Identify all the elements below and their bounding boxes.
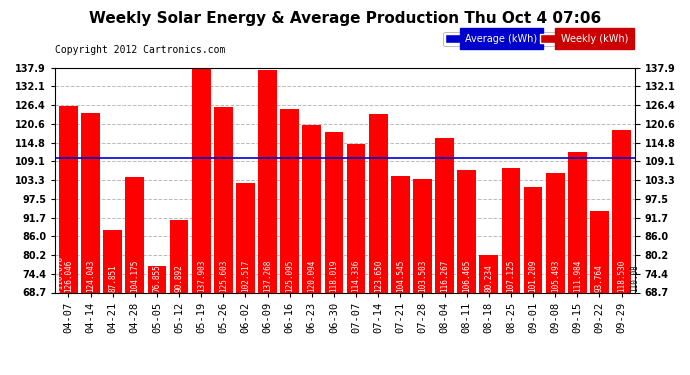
Bar bbox=[368, 114, 388, 292]
Text: Weekly Solar Energy & Average Production Thu Oct 4 07:06: Weekly Solar Energy & Average Production… bbox=[89, 11, 601, 26]
Text: 118.530: 118.530 bbox=[617, 259, 626, 291]
Text: 125.603: 125.603 bbox=[219, 259, 228, 291]
Text: 105.493: 105.493 bbox=[551, 259, 560, 291]
Text: 137.903: 137.903 bbox=[197, 259, 206, 291]
Text: 125.095: 125.095 bbox=[285, 259, 294, 291]
Text: 90.892: 90.892 bbox=[175, 264, 184, 291]
Bar bbox=[192, 68, 210, 292]
Text: 101.209: 101.209 bbox=[529, 259, 538, 291]
Text: 120.094: 120.094 bbox=[307, 259, 316, 291]
Text: 110.08: 110.08 bbox=[630, 264, 639, 291]
Bar bbox=[81, 112, 100, 292]
Bar bbox=[280, 109, 299, 292]
Bar bbox=[502, 168, 520, 292]
Text: 106.465: 106.465 bbox=[462, 259, 471, 291]
Text: 87.851: 87.851 bbox=[108, 264, 117, 291]
Bar bbox=[612, 130, 631, 292]
Text: 111.984: 111.984 bbox=[573, 259, 582, 291]
Bar bbox=[413, 179, 432, 292]
Text: 103.503: 103.503 bbox=[418, 259, 427, 291]
Text: 124.043: 124.043 bbox=[86, 259, 95, 291]
Bar bbox=[236, 183, 255, 292]
Text: 114.336: 114.336 bbox=[352, 259, 361, 291]
Bar bbox=[568, 152, 586, 292]
Bar bbox=[324, 132, 344, 292]
Text: 137.268: 137.268 bbox=[263, 259, 272, 291]
Bar bbox=[126, 177, 144, 292]
Bar bbox=[302, 125, 322, 292]
Bar bbox=[170, 220, 188, 292]
Text: 93.764: 93.764 bbox=[595, 264, 604, 291]
Bar bbox=[59, 106, 78, 292]
Text: 116.267: 116.267 bbox=[440, 259, 449, 291]
Text: 102.517: 102.517 bbox=[241, 259, 250, 291]
Bar bbox=[258, 69, 277, 292]
Bar bbox=[524, 187, 542, 292]
Text: 123.650: 123.650 bbox=[374, 259, 383, 291]
Bar bbox=[546, 173, 564, 292]
Text: 107.125: 107.125 bbox=[506, 259, 515, 291]
Text: •110.076: •110.076 bbox=[55, 255, 63, 291]
Text: 104.175: 104.175 bbox=[130, 259, 139, 291]
Bar bbox=[104, 230, 122, 292]
Bar bbox=[391, 176, 410, 292]
Text: 80.234: 80.234 bbox=[484, 264, 493, 291]
Bar bbox=[480, 255, 498, 292]
Bar bbox=[148, 266, 166, 292]
Legend: Average (kWh), Weekly (kWh): Average (kWh), Weekly (kWh) bbox=[443, 32, 630, 46]
Text: 126.046: 126.046 bbox=[64, 259, 73, 291]
Text: 104.545: 104.545 bbox=[396, 259, 405, 291]
Text: 118.019: 118.019 bbox=[329, 259, 338, 291]
Bar bbox=[214, 108, 233, 292]
Text: Copyright 2012 Cartronics.com: Copyright 2012 Cartronics.com bbox=[55, 45, 226, 55]
Bar bbox=[346, 144, 366, 292]
Bar bbox=[457, 170, 476, 292]
Text: 76.855: 76.855 bbox=[152, 264, 161, 291]
Bar bbox=[590, 211, 609, 292]
Bar bbox=[435, 138, 454, 292]
